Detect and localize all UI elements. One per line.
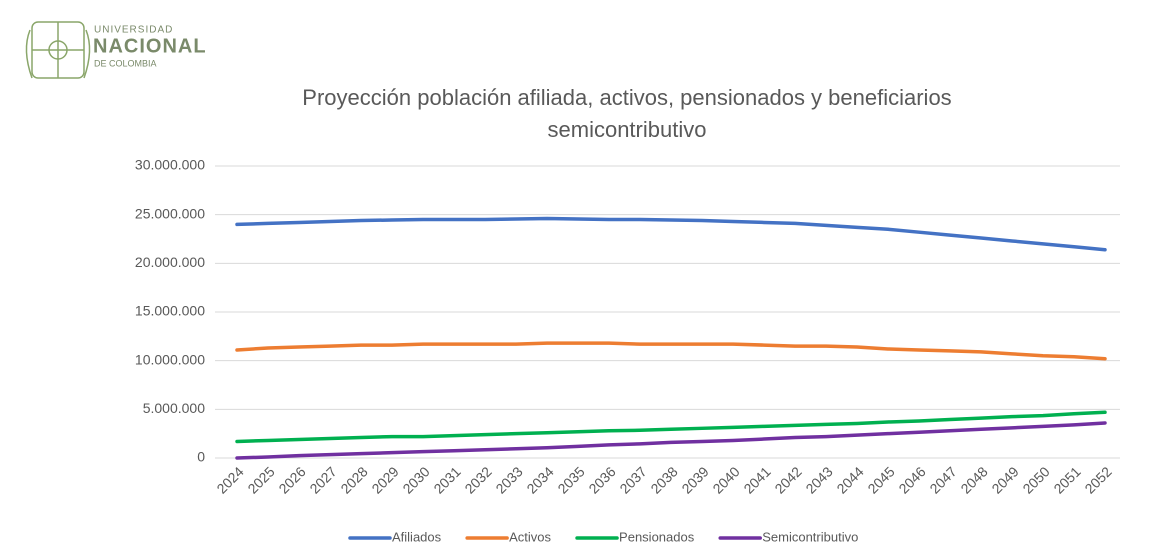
x-tick-label: 2051 — [1050, 463, 1083, 496]
logo-emblem — [25, 21, 91, 79]
x-tick-label: 2030 — [399, 463, 432, 496]
legend-label: Afiliados — [392, 529, 442, 544]
series-line — [235, 341, 1107, 361]
x-tick-label: 2033 — [492, 463, 525, 496]
x-tick-label: 2036 — [585, 463, 618, 496]
x-tick-label: 2037 — [616, 463, 649, 496]
series-line — [235, 216, 1107, 252]
x-tick-label: 2040 — [709, 463, 742, 496]
x-tick-label: 2042 — [771, 463, 804, 496]
x-tick-label: 2039 — [678, 463, 711, 496]
x-tick-label: 2047 — [926, 463, 959, 496]
x-tick-label: 2028 — [337, 463, 370, 496]
x-tick-label: 2031 — [430, 463, 463, 496]
y-tick-label: 20.000.000 — [135, 254, 205, 270]
x-tick-label: 2045 — [864, 463, 897, 496]
x-tick-label: 2026 — [275, 463, 308, 496]
legend-label: Pensionados — [619, 529, 695, 544]
x-tick-label: 2052 — [1081, 463, 1114, 496]
y-tick-label: 0 — [197, 449, 205, 465]
logo-text: UNIVERSIDAD — [94, 25, 173, 36]
logo-text: DE COLOMBIA — [94, 58, 157, 68]
x-tick-label: 2038 — [647, 463, 680, 496]
y-tick-label: 15.000.000 — [135, 303, 205, 319]
x-tick-label: 2044 — [833, 463, 866, 496]
x-tick-label: 2032 — [461, 463, 494, 496]
logo-text: NACIONAL — [93, 35, 207, 57]
x-tick-label: 2046 — [895, 463, 928, 496]
legend-label: Semicontributivo — [762, 529, 858, 544]
x-tick-label: 2027 — [306, 463, 339, 496]
y-tick-label: 30.000.000 — [135, 157, 205, 173]
legend-label: Activos — [509, 529, 551, 544]
x-tick-label: 2035 — [554, 463, 587, 496]
x-tick-label: 2024 — [213, 463, 246, 496]
x-tick-label: 2043 — [802, 463, 835, 496]
x-tick-label: 2034 — [523, 463, 556, 496]
x-tick-label: 2025 — [244, 463, 277, 496]
x-tick-label: 2041 — [740, 463, 773, 496]
x-tick-label: 2048 — [957, 463, 990, 496]
x-tick-label: 2049 — [988, 463, 1021, 496]
series-line — [235, 421, 1107, 460]
x-tick-label: 2050 — [1019, 463, 1052, 496]
series-line — [235, 410, 1107, 444]
chart-title: Proyección población afiliada, activos, … — [302, 85, 952, 142]
y-tick-label: 5.000.000 — [143, 400, 205, 416]
y-tick-label: 10.000.000 — [135, 351, 205, 367]
x-tick-label: 2029 — [368, 463, 401, 496]
y-tick-label: 25.000.000 — [135, 205, 205, 221]
